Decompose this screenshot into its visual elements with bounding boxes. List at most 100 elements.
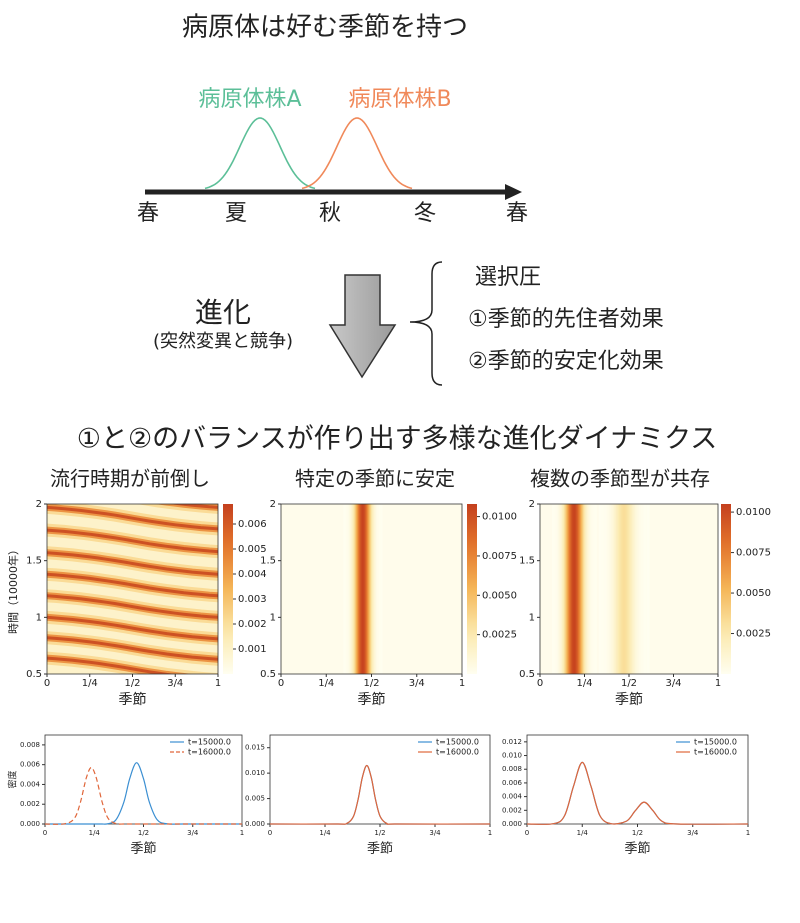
heatmap-band bbox=[584, 504, 586, 674]
heatmap-band bbox=[626, 504, 629, 674]
heatmap-stripe bbox=[47, 505, 218, 531]
heatmap-band bbox=[626, 504, 628, 674]
heatmap-band bbox=[619, 504, 621, 674]
heatmap-band bbox=[359, 504, 361, 674]
y-tick-label: 0.010 bbox=[502, 752, 522, 760]
heatmap-band bbox=[618, 504, 620, 674]
heatmap-band bbox=[558, 504, 560, 674]
plot-frame bbox=[526, 734, 749, 825]
heatmap-stripe bbox=[47, 572, 218, 598]
heatmap-band bbox=[555, 504, 557, 674]
heatmap-band bbox=[572, 504, 574, 674]
heatmap-band bbox=[345, 504, 347, 674]
y-tick-label: 1 bbox=[36, 612, 42, 623]
y-tick-label: 1.5 bbox=[260, 556, 276, 567]
heatmap-band bbox=[634, 504, 636, 674]
heatmap-band bbox=[353, 504, 355, 674]
heatmap-band bbox=[358, 504, 360, 674]
panel-title: 流行時期が前倒し bbox=[50, 467, 210, 491]
heatmap-band bbox=[348, 504, 350, 674]
heatmap-band bbox=[372, 504, 374, 674]
heatmap-band bbox=[366, 504, 367, 674]
heatmap-band bbox=[567, 504, 569, 674]
heatmap-band bbox=[345, 504, 347, 674]
heatmap-band bbox=[603, 504, 605, 674]
strain-label: 病原体株B bbox=[348, 87, 451, 112]
colorbar-tick-label: 0.001 bbox=[238, 644, 267, 655]
heatmap-band bbox=[591, 504, 593, 674]
heatmap-band bbox=[567, 504, 569, 674]
heatmap-band bbox=[579, 504, 581, 674]
series-line bbox=[526, 761, 749, 825]
strain-label: 病原体株A bbox=[198, 87, 301, 112]
y-tick-label: 0.5 bbox=[519, 669, 535, 680]
heatmap-band bbox=[598, 504, 600, 674]
x-tick-label: 1/4 bbox=[577, 829, 589, 837]
heatmap-band bbox=[618, 504, 621, 674]
x-tick-label: 0 bbox=[537, 678, 543, 689]
heatmap-stripe bbox=[47, 594, 218, 619]
heatmap-band bbox=[349, 504, 351, 674]
x-tick-label: 3/4 bbox=[665, 678, 681, 689]
heatmap-band bbox=[633, 504, 635, 674]
heatmap-band bbox=[595, 504, 597, 674]
x-tick-label: 1 bbox=[488, 829, 492, 837]
x-tick-label: 1 bbox=[715, 678, 721, 689]
heatmap-band bbox=[614, 504, 616, 674]
strain-curve bbox=[301, 117, 413, 190]
heatmap-band bbox=[353, 504, 355, 674]
heatmap-band bbox=[641, 504, 643, 674]
heatmap-stripe bbox=[47, 551, 218, 576]
y-tick-label: 2 bbox=[529, 499, 535, 510]
panel-title: 複数の季節型が共存 bbox=[530, 467, 710, 491]
colorbar bbox=[223, 504, 233, 674]
x-tick-label: 3/4 bbox=[429, 829, 441, 837]
process-note: (突然変異と競争) bbox=[153, 331, 293, 352]
heatmap-band bbox=[616, 504, 618, 674]
heatmap-band bbox=[580, 504, 582, 674]
colorbar bbox=[721, 504, 731, 674]
heatmap-band bbox=[591, 504, 593, 674]
heatmap-band bbox=[588, 504, 590, 674]
heatmap-band bbox=[359, 504, 361, 674]
colorbar-tick-label: 0.0050 bbox=[736, 588, 771, 599]
heatmap-band bbox=[604, 504, 606, 674]
heatmap-band bbox=[576, 504, 578, 674]
heatmap-band bbox=[564, 504, 566, 674]
x-tick-label: 1 bbox=[746, 829, 750, 837]
heatmap-band bbox=[644, 504, 647, 674]
heatmap bbox=[540, 504, 718, 674]
heatmap-band bbox=[379, 504, 381, 674]
heatmap-band bbox=[346, 504, 348, 674]
heatmap-band bbox=[377, 504, 379, 674]
heatmap-band bbox=[615, 504, 617, 674]
heatmap-band bbox=[553, 504, 555, 674]
x-tick-label: 0 bbox=[525, 829, 529, 837]
heatmap-band bbox=[638, 504, 640, 674]
heatmap-band bbox=[621, 504, 623, 674]
heatmap-band bbox=[611, 504, 613, 674]
heatmap-band bbox=[561, 504, 563, 674]
heatmap-band bbox=[625, 504, 627, 674]
heatmap-band bbox=[351, 504, 353, 674]
heatmap-band bbox=[573, 504, 575, 674]
heatmap-band bbox=[624, 504, 626, 674]
series-line bbox=[45, 762, 242, 825]
heatmap-band bbox=[594, 504, 596, 674]
colorbar-tick-label: 0.0075 bbox=[736, 548, 771, 559]
heatmap-stripe bbox=[169, 504, 218, 509]
x-tick-label: 1 bbox=[215, 678, 221, 689]
heatmap-band bbox=[647, 504, 649, 674]
legend-label: t=15000.0 bbox=[188, 738, 231, 747]
evolution-arrow bbox=[328, 274, 397, 379]
heatmap-band bbox=[600, 504, 603, 674]
heatmap-band bbox=[362, 504, 364, 674]
heatmap-band bbox=[621, 504, 623, 674]
colorbar-tick-label: 0.0025 bbox=[736, 629, 771, 640]
x-tick-label: 3/4 bbox=[687, 829, 699, 837]
y-tick-label: 1 bbox=[529, 612, 535, 623]
heatmap-band bbox=[589, 504, 591, 674]
heatmap-band bbox=[581, 504, 583, 674]
heatmap-stripe bbox=[47, 636, 218, 661]
